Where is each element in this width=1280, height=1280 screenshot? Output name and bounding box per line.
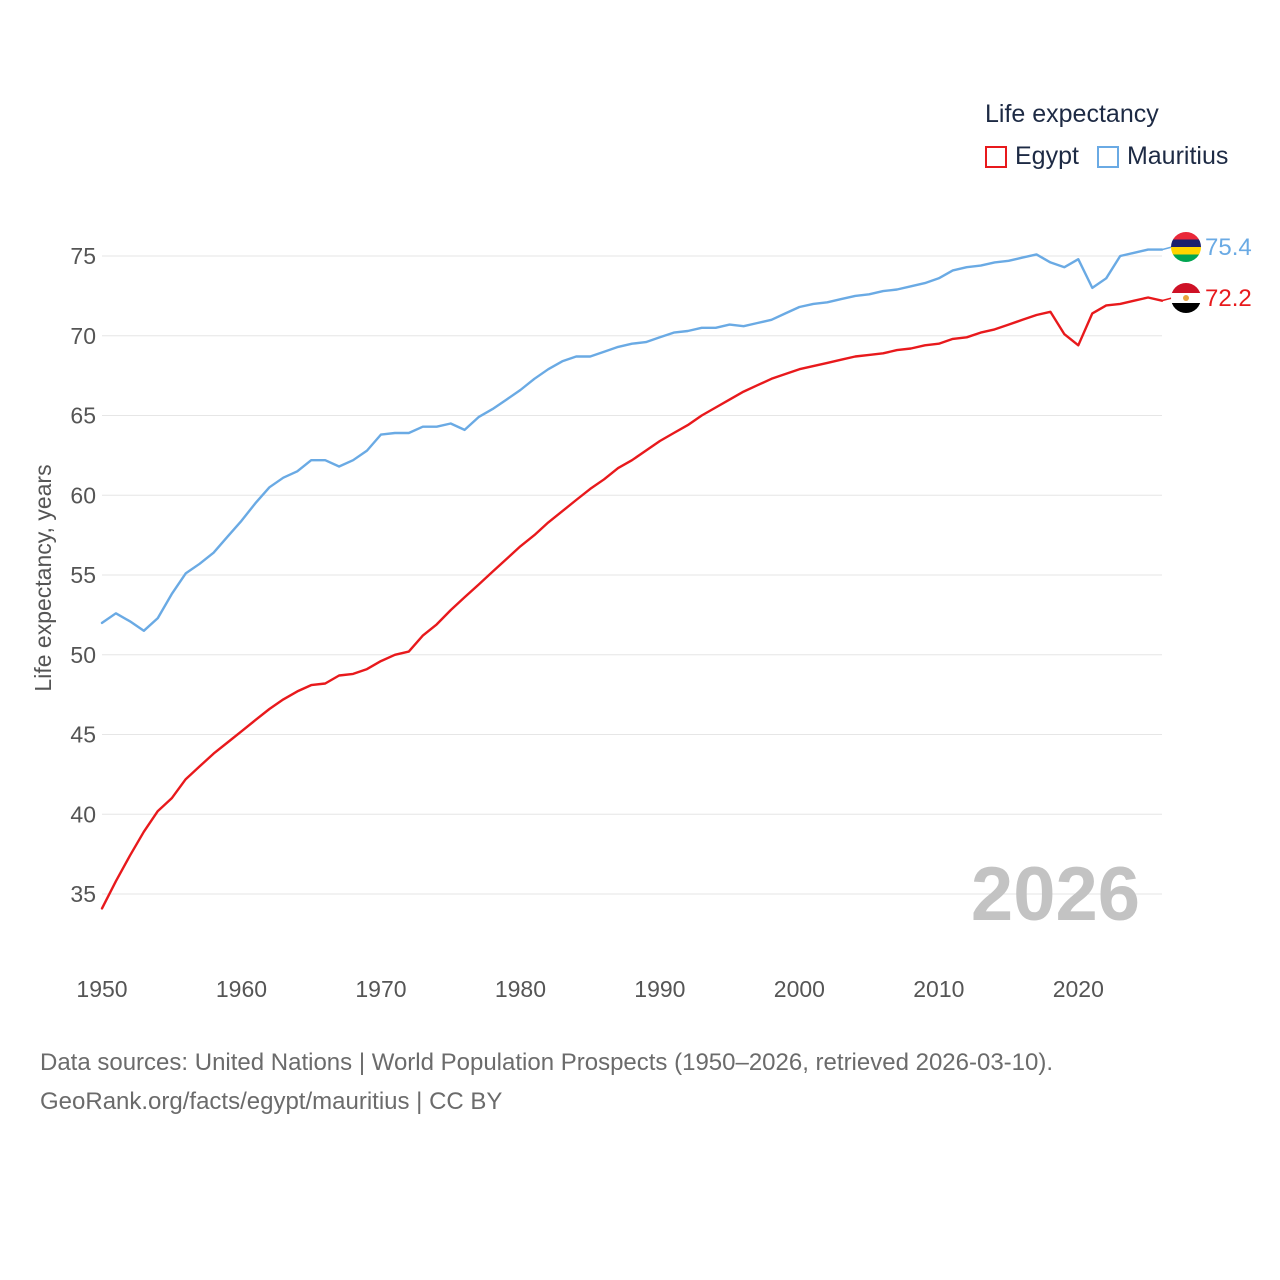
x-tick-label-2010: 2010 (913, 976, 964, 1002)
source-link[interactable]: GeoRank.org/facts/egypt/mauritius | CC B… (40, 1088, 503, 1115)
x-tick-label-1950: 1950 (76, 976, 127, 1002)
connector-egypt (1161, 297, 1173, 302)
legend-item-mauritius[interactable]: Mauritius (1096, 142, 1229, 171)
mauritius-flag-icon (1171, 232, 1201, 262)
y-tick-label-75: 75 (70, 243, 96, 269)
end-value-label-mauritius: 75.4 (1205, 234, 1252, 261)
legend: Egypt Mauritius (985, 142, 1246, 171)
connector-mauritius (1161, 246, 1173, 251)
x-tick-label-1960: 1960 (216, 976, 267, 1002)
x-tick-label-1970: 1970 (355, 976, 406, 1002)
x-tick-label-2000: 2000 (774, 976, 825, 1002)
y-tick-label-35: 35 (70, 881, 96, 907)
year-watermark: 2026 (971, 852, 1140, 937)
legend-label-egypt: Egypt (1015, 142, 1079, 170)
y-axis-label: Life expectancy, years (30, 464, 56, 691)
data-sources-line: Data sources: United Nations | World Pop… (40, 1049, 1054, 1076)
end-value-label-egypt: 72.2 (1205, 285, 1252, 312)
y-tick-label-40: 40 (70, 801, 96, 827)
x-tick-label-2020: 2020 (1053, 976, 1104, 1002)
legend-label-mauritius: Mauritius (1126, 142, 1229, 170)
y-tick-label-50: 50 (70, 642, 96, 668)
legend-swatch-egypt (985, 145, 1007, 168)
x-tick-label-1980: 1980 (495, 976, 546, 1002)
legend-swatch-mauritius (1096, 145, 1119, 168)
data-sources: Data sources: United Nations | World Pop… (40, 1043, 1053, 1121)
y-tick-label-45: 45 (70, 722, 96, 748)
series-line-egypt (100, 296, 1164, 910)
y-tick-label-60: 60 (70, 482, 96, 508)
x-tick-label-1990: 1990 (634, 976, 685, 1002)
series-line-mauritius (100, 248, 1164, 632)
y-tick-label-55: 55 (70, 562, 96, 588)
y-tick-label-70: 70 (70, 323, 96, 349)
legend-title: Life expectancy (985, 100, 1159, 128)
y-tick-label-65: 65 (70, 403, 96, 429)
legend-item-egypt[interactable]: Egypt (985, 142, 1079, 171)
egypt-flag-icon (1171, 283, 1201, 313)
